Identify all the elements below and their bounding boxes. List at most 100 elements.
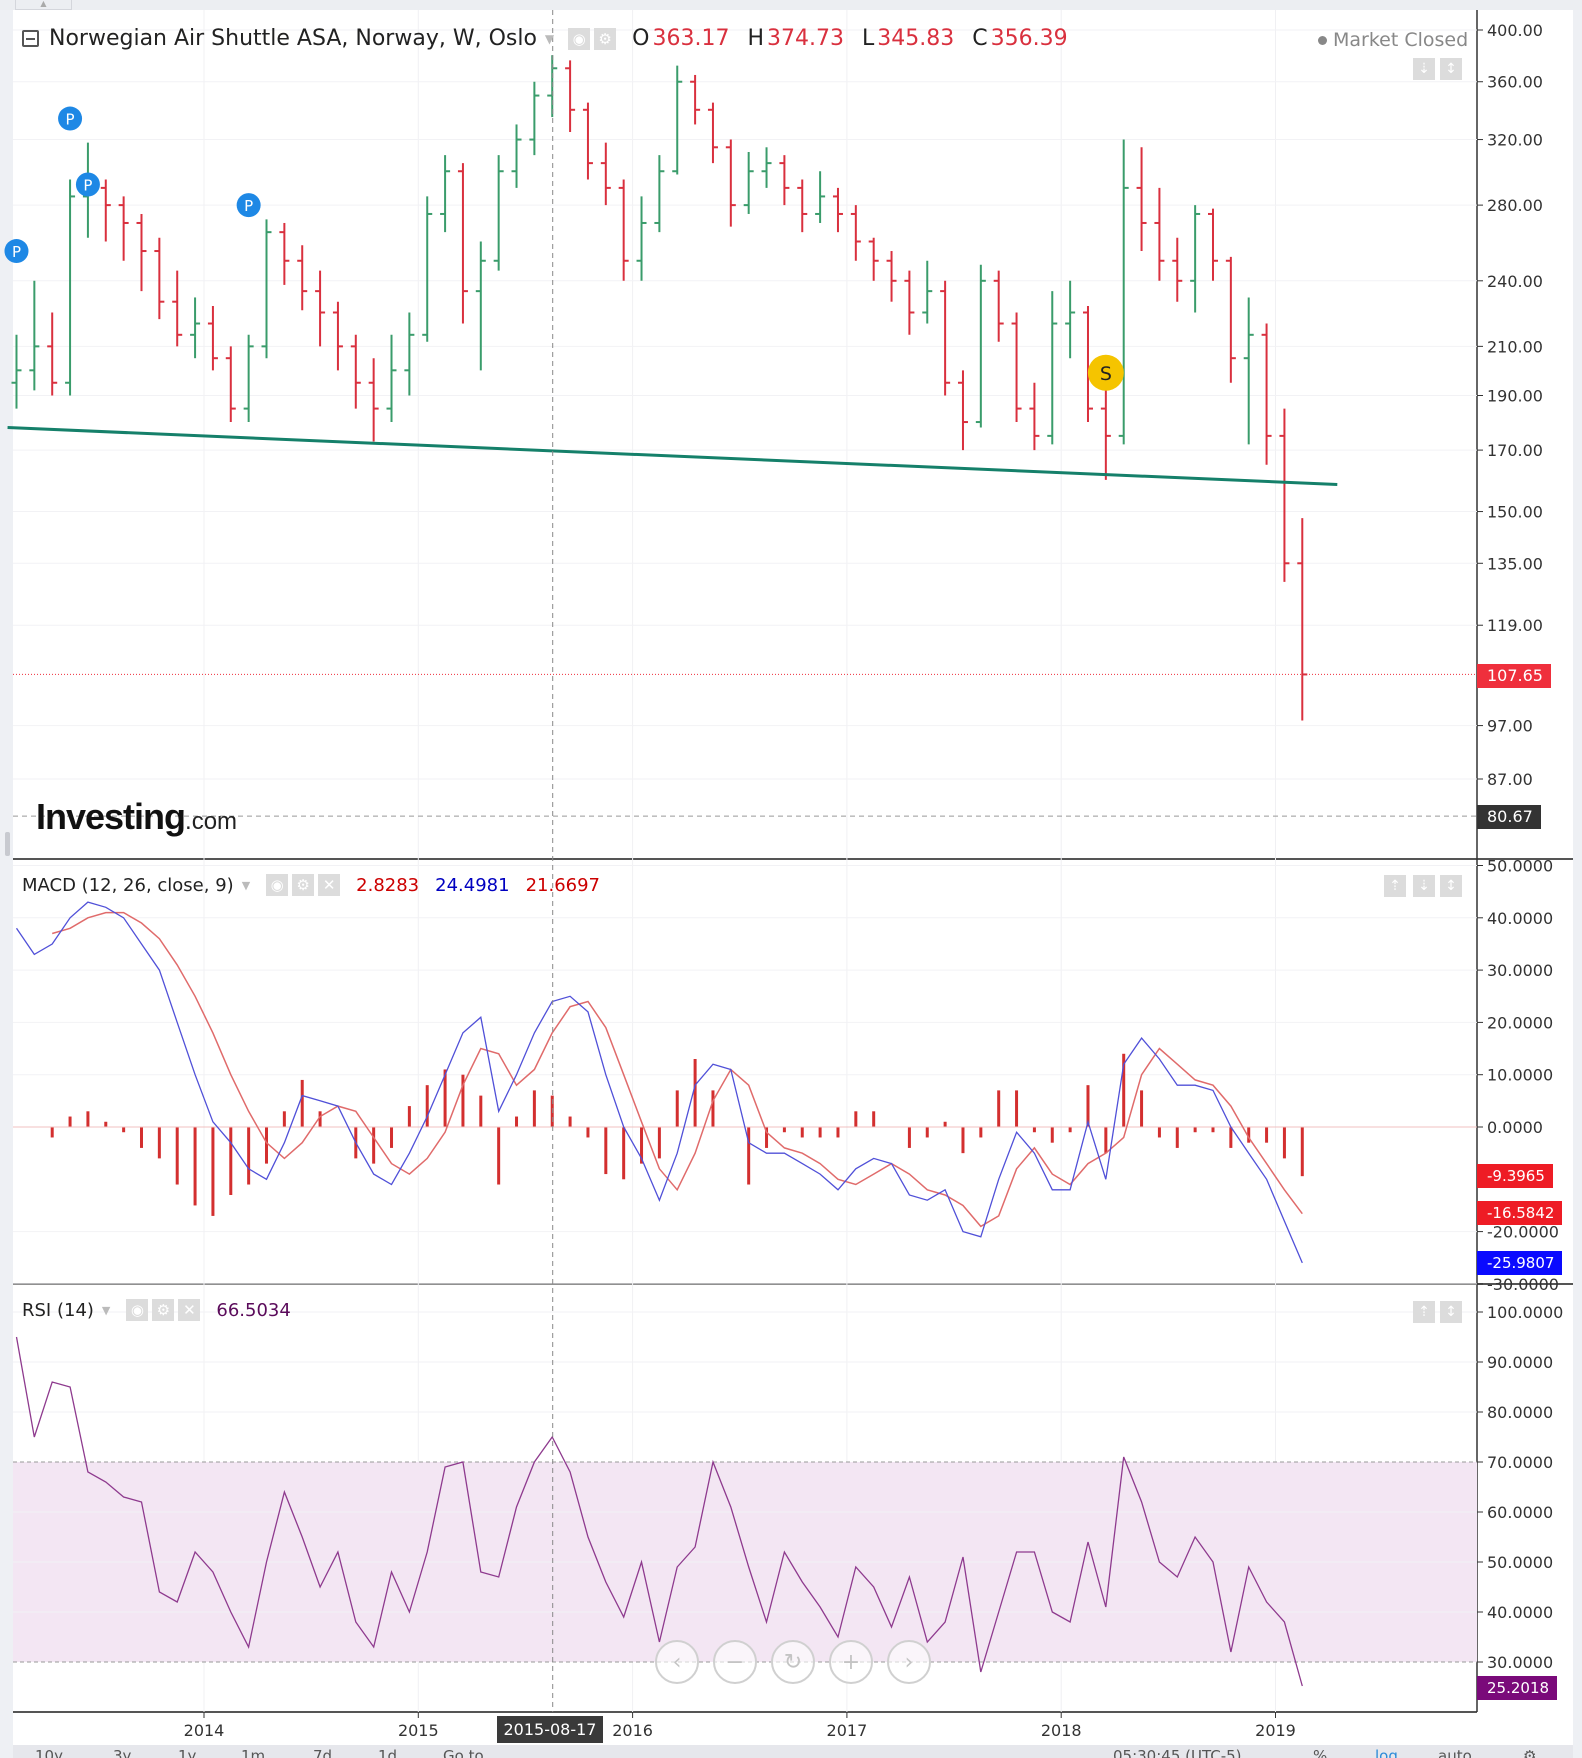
time-tick-label: 2014 — [184, 1721, 225, 1740]
zoom-in-icon[interactable]: + — [829, 1640, 873, 1684]
maximize-icon[interactable]: ↕ — [1440, 875, 1462, 897]
market-status: Market Closed — [1318, 29, 1468, 51]
macd-histogram-bar — [765, 1127, 769, 1148]
arrow-down-icon[interactable]: ⇣ — [1413, 875, 1435, 897]
macd-histogram-bar — [711, 1090, 715, 1127]
price-bar — [600, 142, 611, 206]
eye-icon[interactable]: ◉ — [266, 874, 289, 896]
low-value: L 345.83 — [862, 26, 955, 51]
log-toggle[interactable]: log — [1375, 1747, 1398, 1758]
go-to-button[interactable]: Go to... — [443, 1747, 498, 1758]
macd-histogram-bar — [800, 1127, 804, 1138]
maximize-icon[interactable]: ↕ — [1440, 1301, 1462, 1323]
chevron-right-icon[interactable]: › — [887, 1640, 931, 1684]
macd-tick-label: 50.0000 — [1487, 857, 1553, 876]
sell-marker: S — [1087, 354, 1124, 391]
chevron-down-icon[interactable]: ▼ — [101, 1303, 111, 1317]
range-1d[interactable]: 1d — [378, 1747, 398, 1758]
price-bar — [350, 334, 361, 409]
chevron-down-icon[interactable]: ▼ — [544, 31, 555, 46]
range-1m[interactable]: 1m — [241, 1747, 266, 1758]
price-tick-label: 135.00 — [1487, 554, 1543, 573]
macd-histogram-bar — [1175, 1127, 1179, 1148]
macd-histogram-bar — [622, 1127, 626, 1180]
price-legend: Norwegian Air Shuttle ASA, Norway, W, Os… — [22, 26, 1068, 51]
macd-histogram-bar — [1265, 1127, 1269, 1143]
price-bar — [422, 196, 433, 342]
close-icon[interactable]: ✕ — [318, 874, 341, 896]
chevron-left-icon[interactable]: ‹ — [655, 1640, 699, 1684]
price-bar — [743, 151, 754, 214]
maximize-icon[interactable]: ↕ — [1440, 58, 1462, 80]
macd-histogram-bar — [193, 1127, 197, 1206]
price-bar — [779, 155, 790, 206]
marker-circle — [58, 106, 83, 131]
arrow-up-icon[interactable]: ⇡ — [1413, 1301, 1435, 1323]
percent-toggle[interactable]: % — [1313, 1747, 1328, 1758]
macd-histogram-bar — [229, 1127, 233, 1195]
range-3y[interactable]: 3y — [113, 1747, 132, 1758]
last-price-label: 107.65 — [1477, 664, 1551, 688]
price-bar — [1047, 291, 1058, 445]
macd-histogram-bar — [1193, 1127, 1197, 1133]
marker-label: P — [66, 111, 75, 129]
zoom-out-icon[interactable]: − — [713, 1640, 757, 1684]
macd-histogram-bar — [515, 1116, 519, 1127]
close-icon[interactable]: ✕ — [178, 1299, 201, 1321]
range-10y[interactable]: 10y — [35, 1747, 63, 1758]
macd-histogram-bar — [407, 1106, 411, 1127]
macd-histogram-bar — [372, 1127, 376, 1164]
gear-icon[interactable]: ⚙ — [594, 27, 617, 50]
gear-icon[interactable]: ⚙ — [152, 1299, 175, 1321]
investing-logo: Investing.com — [36, 796, 238, 837]
arrow-up-icon[interactable]: ⇡ — [1384, 875, 1406, 897]
macd-histogram-bar — [818, 1127, 822, 1138]
range-7d[interactable]: 7d — [313, 1747, 333, 1758]
price-bar — [1100, 382, 1111, 480]
macd-histogram-bar — [1086, 1085, 1090, 1127]
eye-icon[interactable]: ◉ — [126, 1299, 149, 1321]
pattern-marker: P — [75, 172, 100, 197]
price-tick-label: 320.00 — [1487, 131, 1543, 150]
macd-histogram-bar — [1247, 1127, 1251, 1143]
range-1y[interactable]: 1y — [178, 1747, 197, 1758]
reset-icon[interactable]: ↻ — [771, 1640, 815, 1684]
macd-histogram-bar — [925, 1127, 929, 1138]
auto-toggle[interactable]: auto — [1438, 1747, 1472, 1758]
price-bar — [815, 171, 826, 223]
gear-icon[interactable]: ⚙ — [1523, 1747, 1537, 1758]
price-tick-label: 280.00 — [1487, 196, 1543, 215]
time-tick-label: 2015 — [398, 1721, 439, 1740]
macd-histogram-value: 2.8283 — [356, 874, 420, 896]
rsi-tick-label: 30.0000 — [1487, 1653, 1553, 1672]
gear-icon[interactable]: ⚙ — [292, 874, 315, 896]
macd-tick-label: 20.0000 — [1487, 1013, 1553, 1032]
pattern-marker: P — [58, 106, 83, 131]
price-bar — [1261, 323, 1272, 465]
macd-histogram-bar — [104, 1121, 108, 1127]
collapse-top-tab[interactable]: ▲ — [15, 0, 72, 10]
macd-histogram-bar — [175, 1127, 179, 1185]
sidebar-handle[interactable] — [5, 832, 10, 856]
price-bar — [1011, 312, 1022, 423]
symbol-title[interactable]: Norwegian Air Shuttle ASA, Norway, W, Os… — [49, 26, 537, 51]
rsi-title[interactable]: RSI (14) — [22, 1299, 94, 1321]
price-bar — [457, 163, 468, 324]
time-tick-label: 2017 — [827, 1721, 868, 1740]
eye-icon[interactable]: ◉ — [568, 27, 591, 50]
arrow-down-icon[interactable]: ⇣ — [1413, 58, 1435, 80]
price-bar — [118, 196, 129, 261]
price-bar — [886, 251, 897, 302]
macd-histogram-bar — [979, 1127, 983, 1138]
macd-title[interactable]: MACD (12, 26, close, 9) — [22, 874, 234, 896]
chevron-down-icon[interactable]: ▼ — [241, 878, 251, 892]
price-bar — [386, 334, 397, 423]
macd-histogram-bar — [139, 1127, 143, 1148]
price-bar — [29, 280, 40, 391]
rsi-tick-label: 60.0000 — [1487, 1503, 1553, 1522]
price-bar — [940, 280, 951, 396]
price-bar — [993, 270, 1004, 342]
price-bar — [529, 81, 540, 156]
macd-histogram-bar — [1211, 1127, 1215, 1133]
minus-square-icon[interactable] — [22, 30, 39, 47]
